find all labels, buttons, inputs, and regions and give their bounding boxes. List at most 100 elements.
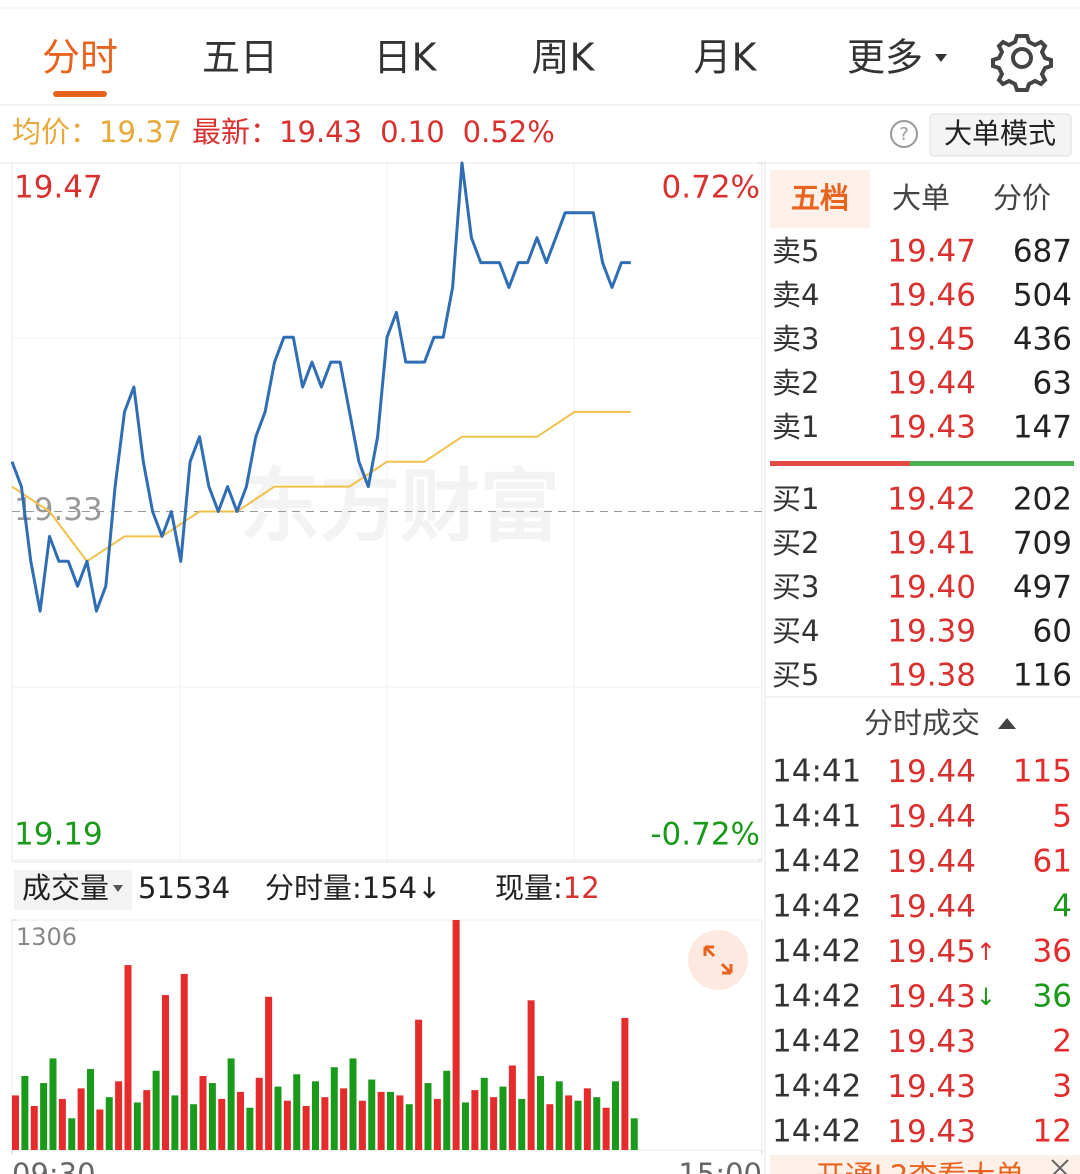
help-icon[interactable] [890,120,918,148]
volume-bar [396,1095,404,1150]
volume-bar [171,1095,179,1150]
book-volume: 436 [1013,322,1072,358]
y-tick-label: 19.19 [14,817,103,853]
info-row: 均价：19.37 最新：19.43 0.10 0.52% [12,115,555,149]
volume-bar [49,1058,57,1150]
tab[interactable]: 分时 [42,36,118,80]
buy-strength [910,461,1074,466]
book-price: 19.40 [887,570,976,606]
volume-bar [358,1100,366,1150]
volume-bar [387,1091,394,1150]
settings-icon[interactable] [991,34,1053,92]
help-mark: ? [899,124,909,145]
book-volume: 497 [1013,570,1072,606]
trade-price: 19.44 [887,754,976,790]
tab[interactable]: 日K [374,36,438,80]
volume-bar [312,1081,319,1150]
trades-title[interactable]: 分时成交 [864,706,980,740]
minute-volume-label: 分时量: [265,871,362,905]
y-tick-label: 1306 [16,923,77,951]
volume-bar [237,1091,244,1150]
gear-hub [1011,47,1033,69]
book-label: 买3 [772,570,819,604]
trade-price-value: 19.43 [887,1024,976,1060]
dropdown-caret [113,885,123,892]
trade-volume: 12 [1033,1114,1072,1150]
volume-selector-box[interactable] [14,870,132,910]
tab[interactable]: 月K [694,36,758,80]
trade-time: 14:42 [772,934,861,970]
book-price: 19.38 [887,658,976,694]
change: 0.10 [380,115,445,149]
y-tick-label: 19.47 [14,170,103,206]
volume-bar [115,1081,123,1150]
book-label: 卖4 [772,278,819,312]
volume-bar [302,1105,310,1150]
book-tab[interactable]: 分价 [993,181,1051,215]
book-tab[interactable]: 大单 [892,181,950,215]
expand-icon [703,945,733,975]
trade-volume: 4 [1052,889,1072,925]
volume-bar [321,1097,329,1150]
sell-strength [770,461,910,466]
trade-arrow: ↓ [976,983,996,1011]
tab[interactable]: 五日 [202,36,278,80]
volume-bar [246,1107,254,1150]
volume-bar [490,1097,498,1150]
volume-bar [208,1083,216,1150]
book-volume: 60 [1033,614,1072,650]
trade-price: 19.43 [887,1024,976,1060]
volume-bar [377,1091,385,1150]
trade-time: 14:41 [772,799,861,835]
book-tab[interactable]: 五档 [791,181,849,215]
big-order-button[interactable] [929,113,1072,157]
book-volume: 116 [1013,658,1072,694]
tab[interactable]: 更多 [847,36,923,80]
volume-bar [283,1100,291,1150]
volume-bar [508,1065,516,1150]
book-price: 19.45 [887,322,976,358]
trade-time: 14:42 [772,1024,861,1060]
volume-bar [518,1098,526,1150]
book-volume: 202 [1013,482,1072,518]
volume-bar [152,1070,160,1150]
book-price: 19.47 [887,234,976,270]
trade-time: 14:42 [772,844,861,880]
y2-tick-label: -0.72% [650,817,760,853]
trade-volume: 115 [1013,754,1072,790]
volume-bar [405,1104,413,1150]
trade-price-value: 19.44 [887,799,976,835]
book-price: 19.42 [887,482,976,518]
price-line [10,161,631,613]
trade-price: 19.44 [887,889,976,925]
promo-close[interactable] [1051,1159,1069,1174]
volume-bar [527,1000,535,1150]
volume-bar [133,1102,141,1150]
promo-box[interactable] [770,1155,1080,1174]
book-price: 19.46 [887,278,976,314]
trade-price-value: 19.44 [887,844,976,880]
volume-bar [162,995,169,1150]
trade-volume: 36 [1033,979,1072,1015]
book-volume: 504 [1013,278,1072,314]
expand-button[interactable] [688,930,748,990]
tab[interactable]: 周K [532,36,596,80]
volume-bar [621,1017,629,1150]
volume-bar [105,1097,113,1150]
tab-bar: 分时 五日 日K 周K 月K 更多 [42,36,947,80]
latest-label: 最新： [192,115,279,149]
book-price: 19.41 [887,526,976,562]
current-volume-value: 12 [563,871,600,905]
book-volume: 63 [1033,366,1072,402]
trade-price: 19.44 [887,844,976,880]
book-price: 19.44 [887,366,976,402]
trades-caret [998,718,1016,729]
trade-volume: 3 [1052,1069,1072,1105]
trade-time: 14:41 [772,754,861,790]
watermark: 东方财富 [240,460,560,553]
trade-time: 14:42 [772,889,861,925]
